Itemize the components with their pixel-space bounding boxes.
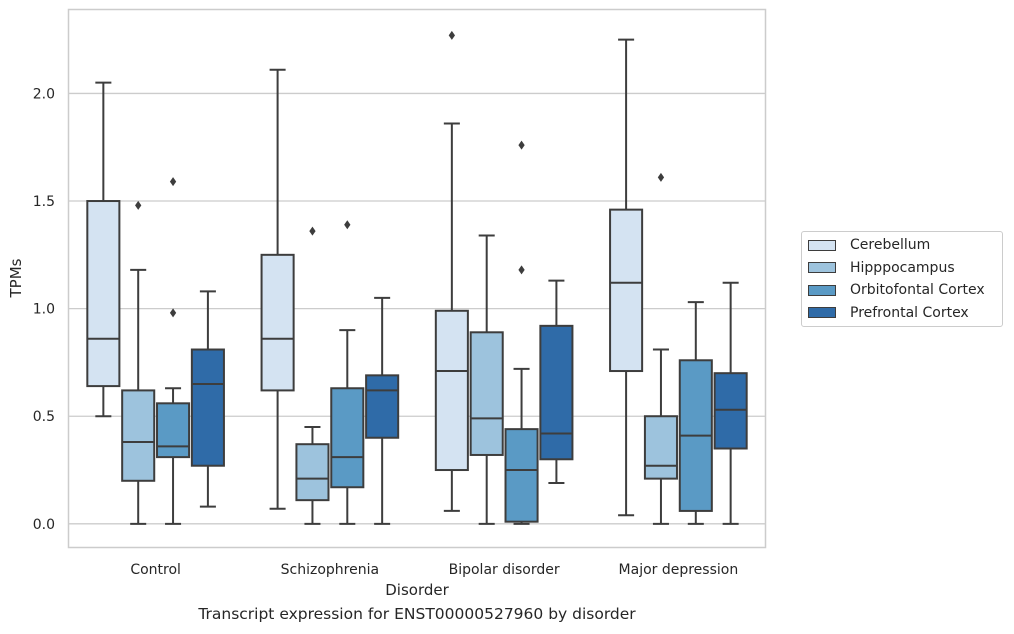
box-iqr bbox=[365, 374, 400, 439]
x-tick-labels: Control Schizophrenia Bipolar disorder Majo… bbox=[130, 562, 738, 578]
box-iqr bbox=[121, 389, 156, 482]
x-tick-label: Bipolar disorder bbox=[449, 562, 560, 578]
box-prefrontal-cortex bbox=[365, 296, 400, 525]
x-axis-label: Disorder bbox=[385, 581, 449, 599]
legend-swatch bbox=[808, 239, 836, 251]
box-iqr bbox=[643, 415, 678, 480]
legend-item: Prefrontal Cortex bbox=[808, 304, 969, 322]
y-axis-label: TPMs bbox=[7, 258, 25, 298]
legend-label: Cerebellum bbox=[850, 237, 931, 253]
outlier-point bbox=[344, 220, 351, 230]
outlier-point bbox=[518, 140, 525, 150]
legend-label: Prefrontal Cortex bbox=[850, 304, 969, 321]
chart-caption: Transcript expression for ENST0000052796… bbox=[198, 605, 636, 623]
legend-item: Orbitofontal Cortex bbox=[808, 281, 985, 299]
box-iqr bbox=[469, 331, 504, 456]
outlier-point bbox=[169, 308, 177, 318]
legend-swatch bbox=[808, 262, 836, 273]
box-orbitofontal-cortex bbox=[156, 177, 191, 525]
box-orbitofontal-cortex bbox=[330, 220, 365, 525]
box-iqr bbox=[539, 324, 574, 461]
legend-item: Hipppocampus bbox=[808, 259, 955, 277]
outlier-point bbox=[518, 265, 525, 275]
x-tick-label: Control bbox=[130, 562, 181, 578]
x-tick-label: Schizophrenia bbox=[281, 562, 379, 578]
box-hipppocampus bbox=[469, 234, 504, 525]
legend: Cerebellum Hipppocampus Orbitofontal Corte… bbox=[801, 231, 1003, 327]
y-tick-label: 1.5 bbox=[33, 194, 55, 210]
y-tick-label: 0.5 bbox=[33, 409, 55, 425]
plot-frame bbox=[67, 8, 767, 549]
box-iqr bbox=[609, 208, 644, 373]
box-cerebellum bbox=[260, 68, 295, 510]
box-iqr bbox=[295, 443, 330, 502]
box-orbitofontal-cortex bbox=[678, 301, 713, 525]
box-hipppocampus bbox=[643, 172, 678, 525]
box-iqr bbox=[86, 200, 121, 388]
box-iqr bbox=[713, 372, 748, 450]
legend-item: Cerebellum bbox=[808, 236, 930, 254]
box-cerebellum bbox=[609, 38, 644, 517]
outlier-point bbox=[309, 226, 316, 236]
box-iqr bbox=[434, 309, 469, 472]
box-iqr bbox=[156, 402, 191, 459]
box-hipppocampus bbox=[295, 226, 330, 525]
box-iqr bbox=[330, 387, 365, 489]
y-tick-label: 2.0 bbox=[33, 86, 55, 102]
box-iqr bbox=[504, 428, 539, 523]
box-prefrontal-cortex bbox=[539, 279, 574, 484]
box-iqr bbox=[190, 348, 225, 467]
box-iqr bbox=[260, 253, 295, 392]
box-prefrontal-cortex bbox=[190, 290, 225, 508]
box-hipppocampus bbox=[121, 200, 156, 525]
x-tick-label: Major depression bbox=[619, 562, 739, 578]
legend-label: Hipppocampus bbox=[850, 259, 955, 276]
legend-label: Orbitofontal Cortex bbox=[850, 282, 985, 298]
y-tick-label: 1.0 bbox=[33, 302, 55, 318]
legend-swatch bbox=[808, 307, 836, 318]
y-tick-label: 0.0 bbox=[33, 517, 55, 533]
outlier-point bbox=[169, 177, 177, 187]
legend-swatch bbox=[808, 284, 836, 296]
box-layer bbox=[86, 30, 748, 525]
y-tick-labels: 0.0 0.5 1.0 1.5 2.0 bbox=[33, 86, 55, 532]
box-cerebellum bbox=[434, 30, 469, 512]
outlier-point bbox=[135, 200, 142, 210]
box-orbitofontal-cortex bbox=[504, 140, 539, 525]
outlier-point bbox=[448, 30, 455, 40]
box-cerebellum bbox=[86, 81, 121, 418]
outlier-point bbox=[657, 172, 665, 182]
box-prefrontal-cortex bbox=[713, 281, 748, 525]
